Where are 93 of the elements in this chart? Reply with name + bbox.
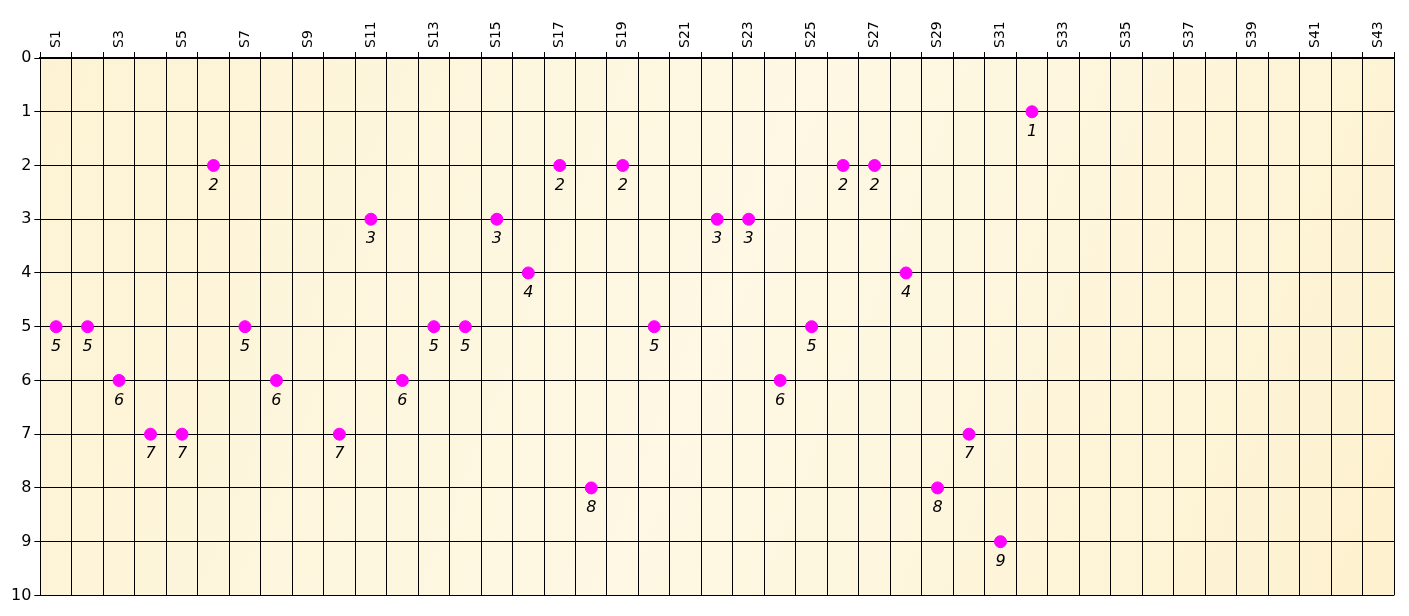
y-tick-label: 2 [21,154,32,174]
x-tick-label: S15 [487,21,504,48]
data-label: 3 [712,228,723,248]
x-tick-label: S21 [676,21,693,48]
data-label: 2 [208,174,219,194]
x-tick-label: S27 [865,21,882,48]
x-tick-label: S33 [1054,21,1071,48]
point [868,158,882,172]
data-label: 2 [554,174,565,194]
point [427,320,441,334]
data-label: 9 [995,550,1006,570]
point [647,320,661,334]
data-label: 8 [932,497,943,517]
x-tick-label: S37 [1180,21,1197,48]
data-label: 6 [271,389,282,409]
point [899,266,913,280]
point [175,427,189,441]
x-tick-label: S39 [1242,21,1259,48]
data-label: 7 [145,443,157,463]
y-tick-label: 3 [21,208,32,228]
data-label: 2 [617,174,628,194]
point [490,212,504,226]
point [931,481,945,495]
point [49,320,63,334]
x-tick-label: S29 [928,21,945,48]
data-label: 6 [397,389,408,409]
x-tick-label: S7 [235,30,252,48]
y-tick-label: 4 [21,262,32,282]
point [81,320,95,334]
point [994,535,1007,549]
y-tick-label: 8 [21,477,32,497]
data-label: 5 [649,335,660,355]
point [1025,105,1039,119]
point [269,373,283,387]
y-tick-label: 9 [21,530,32,550]
x-tick-label: S35 [1117,21,1134,48]
data-label: 3 [743,228,754,248]
x-tick-label: S1 [46,30,63,48]
data-label: 3 [365,228,376,248]
data-label: 7 [176,443,188,463]
point [144,427,158,441]
data-label: 5 [806,335,817,355]
data-label: 1 [1026,120,1038,140]
data-label: 7 [963,443,975,463]
data-label: 5 [239,335,251,355]
point [364,212,378,226]
y-tick-label: 7 [21,423,32,443]
x-tick-label: S43 [1368,21,1385,48]
x-tick-label: S11 [361,21,378,48]
point [521,266,535,280]
point [742,212,756,226]
y-tick-label: 5 [21,315,32,335]
point [773,373,787,387]
point [584,481,598,495]
x-tick-label: S25 [802,21,819,48]
data-label: 6 [775,389,786,409]
data-label: 7 [334,443,346,463]
y-tick-label: 6 [21,369,32,389]
point [207,158,220,172]
point [553,158,567,172]
data-label: 5 [460,335,471,355]
data-label: 8 [586,497,597,517]
point [616,158,630,172]
y-tick-label: 0 [21,47,32,67]
point [395,373,409,387]
point [112,373,126,387]
point [458,320,472,334]
point [805,320,819,334]
data-label: 2 [838,174,849,194]
x-tick-label: S31 [991,21,1008,48]
data-label: 6 [113,389,125,409]
y-tick-label: 1 [21,100,32,120]
data-label: 2 [869,174,880,194]
data-label: 4 [523,282,534,302]
x-tick-label: S23 [739,21,756,48]
data-label: 5 [428,335,439,355]
point [238,320,252,334]
x-tick-label: S3 [109,30,126,48]
x-tick-label: S17 [550,21,567,48]
x-tick-label: S13 [424,21,441,48]
data-label: 4 [900,282,912,302]
point [332,427,346,441]
point [962,427,976,441]
x-tick-label: S41 [1305,21,1322,48]
x-tick-label: S5 [172,30,189,48]
y-tick-label: 10 [11,584,32,604]
point [710,212,724,226]
data-label: 5 [82,335,93,355]
data-label: 5 [51,335,62,355]
data-label: 3 [491,228,502,248]
x-tick-label: S9 [298,30,315,48]
point [836,158,850,172]
x-tick-label: S19 [613,21,630,48]
